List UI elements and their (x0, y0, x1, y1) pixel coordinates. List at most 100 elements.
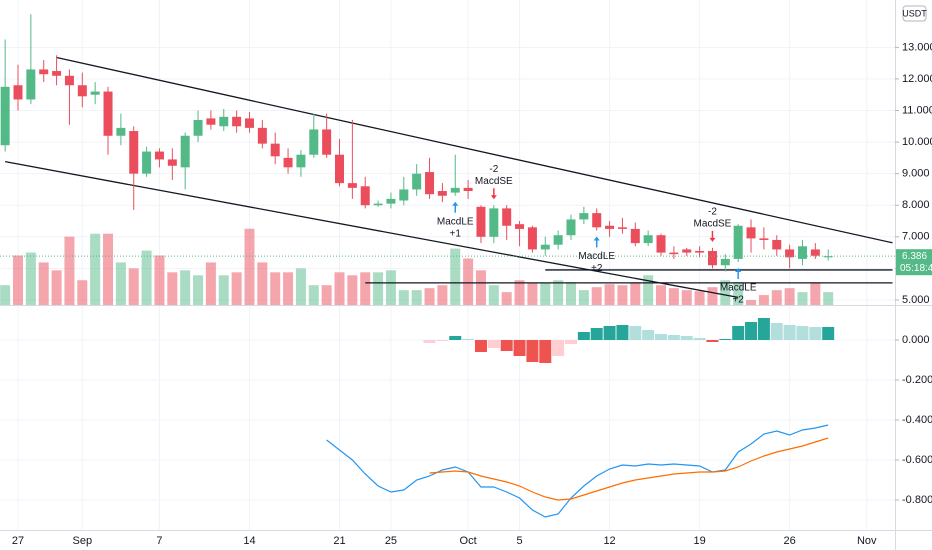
x-tick-label: Oct (460, 535, 477, 547)
y-tick-label: 7.000 (902, 231, 930, 243)
volume-bar (13, 255, 24, 305)
volume-bar (604, 284, 615, 305)
candle-body (823, 256, 833, 258)
volume-bar (668, 288, 679, 305)
y-tick-label: -0.200 (902, 374, 932, 386)
histogram-bar (462, 339, 475, 340)
x-tick-label: 14 (243, 535, 255, 547)
volume-bar (617, 285, 628, 305)
x-tick-label: Sep (73, 535, 93, 547)
y-tick-label: 5.000 (902, 294, 930, 306)
volume-bar (205, 262, 216, 305)
candle-body (283, 157, 293, 168)
candle-body (540, 244, 550, 250)
signal-label: +2 (732, 295, 744, 306)
histogram-bar (642, 330, 655, 340)
candle-body (592, 213, 602, 228)
volume-bar (295, 268, 306, 305)
signal-label: MacdSE (475, 176, 513, 187)
candle-body (489, 208, 499, 237)
volume-bar (707, 287, 718, 305)
last-price-box (896, 249, 932, 276)
candle-body (733, 225, 743, 259)
candle-body (605, 225, 615, 229)
volume-bar (180, 270, 191, 305)
signal-arrow-head (735, 268, 742, 273)
x-tick-label: 5 (516, 535, 522, 547)
y-tick-label: -0.600 (902, 454, 932, 466)
volume-bar (115, 262, 126, 305)
volume-bar (347, 275, 358, 305)
candle-body (797, 246, 807, 259)
volume-bar (373, 272, 384, 305)
signal-label: +2 (591, 263, 603, 274)
candle-body (450, 187, 460, 193)
volume-bar (103, 233, 114, 305)
candle-body (77, 85, 87, 97)
signal-arrow-head (593, 236, 600, 241)
candle-body (669, 252, 679, 255)
candle-body (785, 249, 795, 258)
histogram-bar (745, 322, 758, 340)
volume-bar (630, 282, 641, 305)
volume-bar (334, 272, 345, 305)
volume-bar (270, 272, 281, 305)
y-tick-label: -0.400 (902, 414, 932, 426)
volume-bar (360, 272, 371, 305)
volume-bar (784, 288, 795, 305)
x-tick-label: 26 (783, 535, 795, 547)
candle-body (206, 118, 216, 125)
volume-bar (218, 275, 229, 305)
candle-body (270, 143, 280, 157)
candle-body (707, 251, 717, 266)
volume-bar (321, 285, 332, 305)
volume-bar (540, 283, 551, 305)
volume-bar (398, 290, 409, 305)
volume-bar (128, 268, 139, 305)
histogram-bar (526, 340, 539, 362)
y-tick-label: 8.000 (902, 199, 930, 211)
signal-label: MacdSE (694, 218, 732, 229)
histogram-bar (487, 340, 500, 348)
candle-body (746, 227, 756, 239)
volume-bar (450, 248, 461, 305)
candle-body (386, 198, 396, 204)
volume-bar (437, 285, 448, 305)
volume-bar (51, 270, 62, 305)
x-tick-label: Nov (857, 535, 877, 547)
candle-body (232, 116, 242, 127)
x-tick-label: 12 (603, 535, 615, 547)
candle-body (515, 224, 525, 229)
candle-body (463, 187, 473, 192)
volume-bar (797, 292, 808, 305)
volume-bar (656, 285, 667, 305)
signal-arrow-head (452, 201, 459, 206)
histogram-bar (500, 340, 513, 351)
candle-body (630, 228, 640, 244)
volume-bar (141, 250, 152, 305)
volume-bar (553, 280, 564, 305)
candle-body (720, 258, 730, 266)
volume-bar (681, 290, 692, 305)
candle-body (219, 116, 229, 127)
volume-bar (720, 280, 731, 305)
candle-body (322, 129, 332, 155)
candle-body (656, 235, 666, 253)
candle-body (566, 219, 576, 236)
histogram-bar (590, 328, 603, 340)
axes: USDT 27Sep7142125Oct5121926Nov5.0006.000… (12, 5, 932, 547)
x-tick-label: 7 (156, 535, 162, 547)
candle-body (103, 91, 113, 136)
y-tick-label: 11.000 (902, 104, 932, 116)
candle-body (399, 189, 409, 201)
candle-body (296, 154, 306, 168)
histogram-bar (667, 335, 680, 340)
currency: USDT (902, 8, 927, 18)
volume-bar (424, 288, 435, 305)
volume-bar (283, 272, 294, 305)
histogram-bar (603, 326, 616, 340)
candle-body (425, 172, 435, 195)
